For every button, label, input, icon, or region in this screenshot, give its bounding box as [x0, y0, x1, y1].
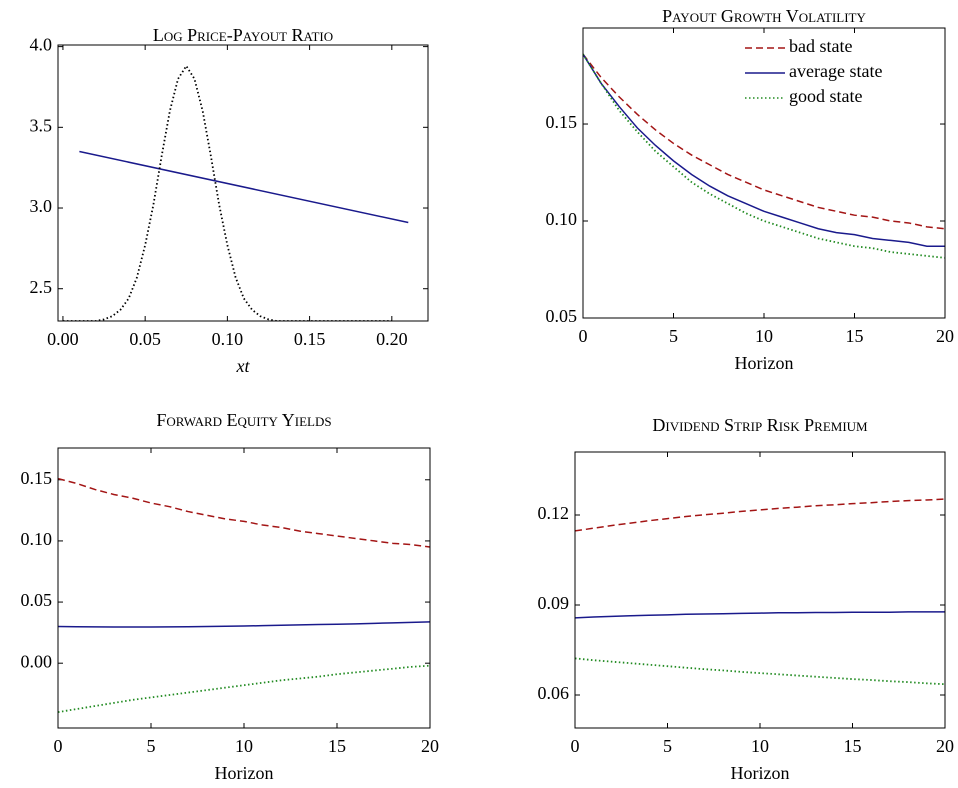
- plot-frame: [582, 27, 946, 319]
- x-axis-label: Horizon: [735, 353, 794, 373]
- y-tick-label: 0.15: [546, 112, 578, 132]
- plot-frame: [574, 451, 946, 729]
- x-tick-label: 15: [844, 736, 862, 756]
- chart-title: Log Price-Payout Ratio: [153, 25, 333, 45]
- data-line: [79, 150, 409, 224]
- y-tick-label: 0.06: [538, 683, 570, 703]
- panel: Log Price-Payout Ratio 0.00 0.05 0.10 0.15 0.…: [30, 25, 429, 376]
- y-tick-label: 0.00: [21, 651, 53, 671]
- x-tick-label: 0.10: [212, 329, 244, 349]
- y-tick-label: 3.0: [30, 196, 53, 216]
- chart-title: Payout Growth Volatility: [662, 6, 866, 26]
- panel: Forward Equity Yields 0 5 10 15 20 0.00 0.05 0.1…: [21, 410, 440, 783]
- plot-frame: [57, 44, 429, 322]
- y-tick-label: 0.10: [546, 209, 578, 229]
- y-tick-label: 2.5: [30, 277, 53, 297]
- chart-title: Forward Equity Yields: [156, 410, 331, 430]
- x-axis-label: Horizon: [731, 763, 790, 783]
- y-tick-label: 0.05: [546, 306, 578, 326]
- y-tick-label: 4.0: [30, 35, 53, 55]
- data-line: [583, 53, 945, 230]
- y-tick-label: 0.12: [538, 503, 570, 523]
- x-axis-label: xt: [236, 356, 251, 376]
- data-line: [583, 53, 945, 259]
- data-line: [575, 657, 945, 686]
- legend-label: average state: [789, 61, 882, 81]
- data-line: [575, 498, 945, 532]
- x-tick-label: 0.05: [129, 329, 161, 349]
- legend-label: bad state: [789, 36, 852, 56]
- y-tick-label: 3.5: [30, 115, 53, 135]
- data-line: [575, 611, 945, 619]
- x-tick-label: 20: [936, 736, 954, 756]
- legend-label: good state: [789, 86, 863, 106]
- x-axis-label: Horizon: [215, 763, 274, 783]
- data-line: [583, 53, 945, 247]
- x-tick-label: 5: [663, 736, 672, 756]
- x-tick-label: 10: [751, 736, 769, 756]
- x-tick-label: 10: [235, 736, 253, 756]
- panel: Dividend Strip Risk Premium 0 5 10 15 20 0.06 0…: [538, 415, 955, 783]
- x-tick-label: 10: [755, 326, 773, 346]
- y-tick-label: 0.05: [21, 590, 53, 610]
- x-tick-label: 0: [54, 736, 63, 756]
- data-line: [58, 664, 430, 713]
- x-tick-label: 20: [421, 736, 439, 756]
- legend: bad state average state good state: [745, 36, 882, 106]
- y-tick-label: 0.10: [21, 529, 53, 549]
- x-tick-label: 5: [669, 326, 678, 346]
- x-tick-label: 0.20: [376, 329, 408, 349]
- plot-frame: [57, 447, 431, 729]
- y-tick-label: 0.09: [538, 593, 570, 613]
- data-line: [62, 64, 392, 321]
- x-tick-label: 15: [846, 326, 864, 346]
- data-line: [58, 621, 430, 628]
- x-tick-label: 0: [571, 736, 580, 756]
- x-tick-label: 20: [936, 326, 954, 346]
- chart-title: Dividend Strip Risk Premium: [652, 415, 868, 435]
- x-tick-label: 0.15: [294, 329, 326, 349]
- x-tick-label: 0: [579, 326, 588, 346]
- x-tick-label: 5: [147, 736, 156, 756]
- x-tick-label: 15: [328, 736, 346, 756]
- x-tick-label: 0.00: [47, 329, 79, 349]
- y-tick-label: 0.15: [21, 468, 53, 488]
- panel: Payout Growth Volatility 0 5 10 15 20 0.05 0.10…: [546, 6, 955, 373]
- data-line: [58, 477, 430, 548]
